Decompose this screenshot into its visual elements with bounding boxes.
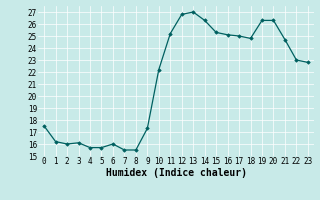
X-axis label: Humidex (Indice chaleur): Humidex (Indice chaleur) <box>106 168 246 178</box>
